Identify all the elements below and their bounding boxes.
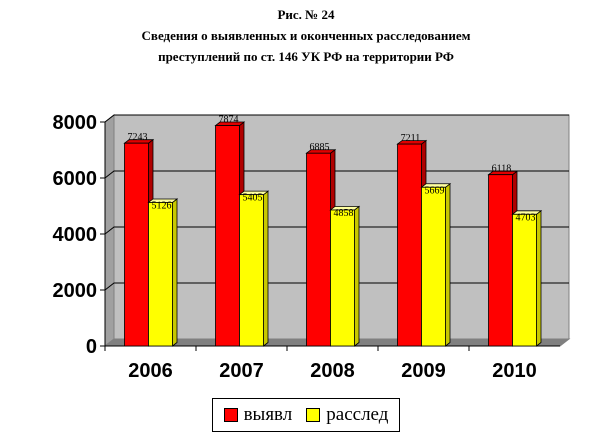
data-label-series-1-2007: 7874 <box>219 115 239 126</box>
chart-title-line-1: Сведения о выявленных и оконченных рассл… <box>141 28 471 43</box>
data-label-series-2-2010: 4703 <box>516 212 536 223</box>
chart-legend: выявл расслед <box>212 398 400 432</box>
y-tick-label: 2000 <box>53 280 98 302</box>
legend-swatch-series-2 <box>306 408 321 422</box>
y-tick-label: 6000 <box>53 168 98 190</box>
bar-side-2-2009 <box>445 182 451 347</box>
bar-series-2-2006 <box>148 202 173 347</box>
bar-series-1-2010 <box>488 174 513 347</box>
data-label-series-2-2008: 4858 <box>334 208 354 219</box>
data-label-series-2-2006: 5126 <box>152 200 172 211</box>
data-label-series-1-2006: 7243 <box>128 132 148 143</box>
bar-series-1-2008 <box>306 152 331 347</box>
bar-series-1-2006 <box>124 142 149 347</box>
x-tick-label: 2007 <box>219 360 264 382</box>
data-label-series-1-2008: 6885 <box>310 142 330 153</box>
figure-caption: Рис. № 24 <box>277 7 335 22</box>
bar-series-2-2010 <box>512 213 537 347</box>
data-label-series-1-2009: 7211 <box>401 133 421 144</box>
legend-label-series-2: расслед <box>326 404 389 425</box>
bar-side-2-2007 <box>263 190 269 347</box>
legend-item-series-2: расслед <box>306 404 388 426</box>
bar-series-2-2007 <box>239 194 264 347</box>
gridline <box>104 114 569 123</box>
bar-series-1-2009 <box>397 143 422 347</box>
x-tick-label: 2008 <box>310 360 355 382</box>
bar-series-2-2008 <box>330 209 355 347</box>
bar-side-2-2006 <box>172 198 178 347</box>
y-tick-label: 0 <box>86 336 97 358</box>
bar-series-2-2009 <box>421 186 446 347</box>
bar-side-2-2010 <box>536 209 542 347</box>
data-label-series-2-2009: 5669 <box>425 185 445 196</box>
data-label-series-2-2007: 5405 <box>243 193 263 204</box>
legend-label-series-1: выявл <box>243 404 293 425</box>
y-tick-label: 4000 <box>53 224 98 246</box>
figure-title-block: Рис. № 24 Сведения о выявленных и оконче… <box>0 4 612 67</box>
legend-swatch-series-1 <box>223 408 238 422</box>
bar-side-2-2008 <box>354 205 360 347</box>
data-label-series-1-2010: 6118 <box>492 164 512 175</box>
x-tick-label: 2006 <box>128 360 173 382</box>
legend-item-series-1: выявл <box>223 404 293 426</box>
y-tick-label: 8000 <box>53 112 98 134</box>
bar-series-1-2007 <box>215 125 240 347</box>
chart-title-line-2: преступлений по ст. 146 УК РФ на террито… <box>158 49 454 64</box>
x-tick-label: 2010 <box>492 360 537 382</box>
x-tick-label: 2009 <box>401 360 446 382</box>
